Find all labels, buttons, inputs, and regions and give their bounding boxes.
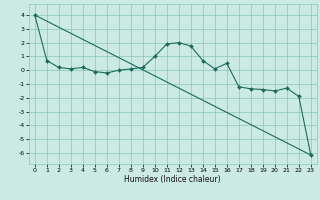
X-axis label: Humidex (Indice chaleur): Humidex (Indice chaleur) — [124, 175, 221, 184]
